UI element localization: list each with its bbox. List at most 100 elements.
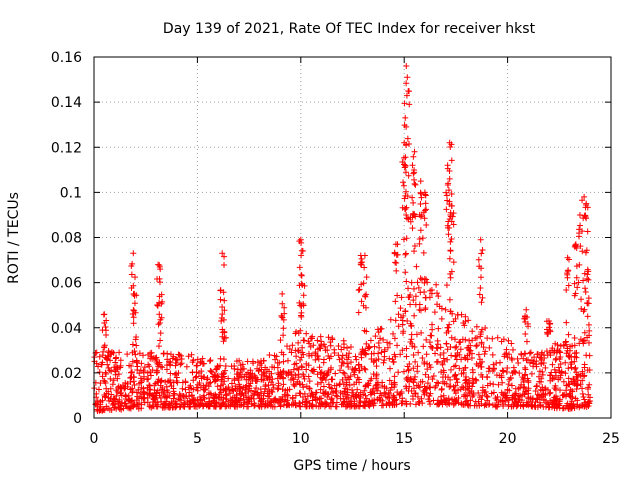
data-point	[435, 325, 442, 332]
data-point	[421, 383, 428, 390]
data-point	[219, 381, 226, 388]
data-point	[417, 178, 424, 185]
data-point	[136, 400, 143, 407]
data-point	[307, 392, 314, 399]
data-point	[342, 374, 349, 381]
data-point	[549, 375, 556, 382]
data-point	[473, 323, 480, 330]
data-point	[107, 351, 114, 358]
data-point	[245, 388, 252, 395]
data-point	[300, 292, 307, 299]
data-point	[403, 400, 410, 407]
data-point	[313, 389, 320, 396]
data-point	[167, 362, 174, 369]
data-point	[356, 379, 363, 386]
data-point	[576, 340, 583, 347]
data-point	[576, 233, 583, 240]
data-point	[394, 251, 401, 258]
data-point	[172, 403, 179, 410]
data-point	[573, 369, 580, 376]
data-point	[456, 365, 463, 372]
data-point	[502, 389, 509, 396]
data-point	[448, 202, 455, 209]
data-point	[296, 380, 303, 387]
data-point	[478, 340, 485, 347]
data-point	[264, 390, 271, 397]
data-point	[309, 397, 316, 404]
data-point	[220, 338, 227, 345]
data-point	[124, 351, 131, 358]
data-point	[93, 360, 100, 367]
data-point	[328, 364, 335, 371]
data-point	[351, 371, 358, 378]
data-point	[361, 387, 368, 394]
data-point	[192, 400, 199, 407]
data-point	[402, 188, 409, 195]
data-point	[188, 351, 195, 358]
data-point	[500, 336, 507, 343]
data-point	[274, 360, 281, 367]
data-point	[361, 264, 368, 271]
data-point	[193, 384, 200, 391]
data-point	[221, 370, 228, 377]
data-point	[406, 361, 413, 368]
data-point	[298, 272, 305, 279]
data-point	[430, 372, 437, 379]
data-point	[273, 353, 280, 360]
data-point	[322, 343, 329, 350]
data-point	[158, 377, 165, 384]
data-point	[569, 388, 576, 395]
data-point	[357, 259, 364, 266]
data-point	[240, 403, 247, 410]
data-point	[280, 368, 287, 375]
data-point	[584, 386, 591, 393]
data-point	[500, 368, 507, 375]
data-point	[446, 296, 453, 303]
data-point	[204, 375, 211, 382]
data-point	[399, 204, 406, 211]
data-point	[343, 379, 350, 386]
data-point	[293, 360, 300, 367]
data-point	[572, 364, 579, 371]
data-point	[469, 375, 476, 382]
data-point	[367, 337, 374, 344]
data-point	[391, 373, 398, 380]
data-point	[557, 361, 564, 368]
data-point	[521, 372, 528, 379]
data-point	[295, 339, 302, 346]
data-point	[303, 366, 310, 373]
data-point	[449, 396, 456, 403]
data-point	[462, 318, 469, 325]
data-point	[520, 375, 527, 382]
data-point	[444, 162, 451, 169]
data-point	[221, 378, 228, 385]
data-point	[341, 388, 348, 395]
data-point	[573, 373, 580, 380]
data-point	[324, 347, 331, 354]
data-point	[444, 324, 451, 331]
data-point	[494, 334, 501, 341]
data-point	[407, 375, 414, 382]
data-point	[378, 349, 385, 356]
data-point	[321, 370, 328, 377]
data-point	[497, 359, 504, 366]
data-point	[219, 333, 226, 340]
data-point	[585, 339, 592, 346]
data-point	[189, 359, 196, 366]
data-point	[379, 397, 386, 404]
data-point	[508, 340, 515, 347]
data-point	[542, 364, 549, 371]
data-point	[276, 399, 283, 406]
data-point	[268, 399, 275, 406]
data-point	[137, 390, 144, 397]
data-point	[447, 274, 454, 281]
data-point	[582, 204, 589, 211]
data-point	[427, 332, 434, 339]
data-point	[530, 360, 537, 367]
data-point	[246, 374, 253, 381]
data-point	[539, 371, 546, 378]
x-tick-label: 20	[499, 431, 517, 447]
data-point	[373, 363, 380, 370]
data-point	[328, 385, 335, 392]
